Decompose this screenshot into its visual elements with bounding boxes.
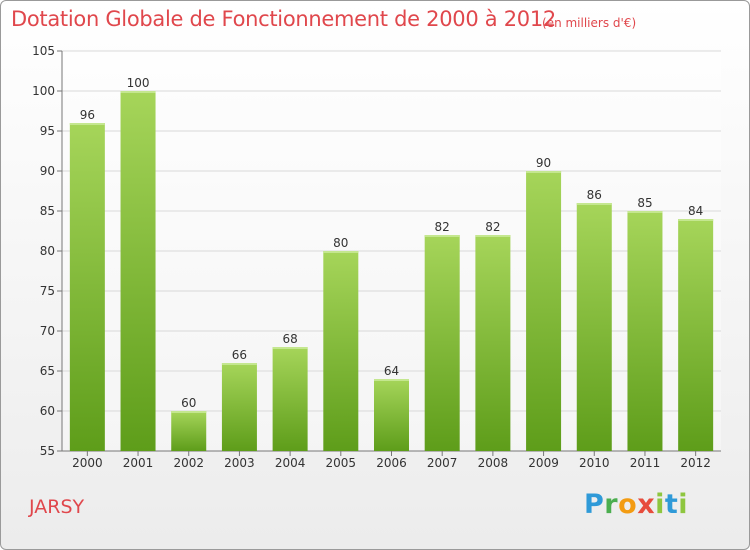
x-tick-label: 2009 — [528, 456, 559, 470]
commune-name: JARSY — [29, 496, 85, 518]
data-label: 82 — [485, 220, 500, 234]
data-label: 64 — [384, 364, 399, 378]
x-tick-label: 2002 — [173, 456, 204, 470]
data-label: 90 — [536, 156, 551, 170]
bar-2002 — [171, 411, 207, 451]
data-label: 68 — [282, 332, 297, 346]
y-tick-label: 100 — [32, 84, 55, 98]
bar-top-highlight — [120, 91, 156, 93]
bar-2006 — [374, 379, 409, 451]
bar-top-highlight — [526, 171, 562, 173]
x-tick-label: 2007 — [427, 456, 458, 470]
x-tick-label: 2003 — [224, 456, 255, 470]
bar-top-highlight — [374, 379, 409, 381]
data-label: 96 — [80, 108, 95, 122]
bar-2009 — [526, 171, 562, 451]
x-tick-label: 2012 — [680, 456, 711, 470]
x-tick-label: 2008 — [478, 456, 509, 470]
logo-letter: t — [664, 489, 679, 520]
chart-title: Dotation Globale de Fonctionnement de 20… — [11, 7, 556, 31]
x-tick-label: 2005 — [326, 456, 357, 470]
x-tick-label: 2011 — [630, 456, 661, 470]
y-tick-label: 90 — [40, 164, 55, 178]
logo-letter: i — [678, 489, 689, 520]
bar-top-highlight — [424, 235, 460, 237]
data-label: 86 — [587, 188, 602, 202]
bar-top-highlight — [678, 219, 714, 221]
labels: 2000 96 2001 100 2002 60 2003 66 2004 68 2005 80 200… — [72, 76, 711, 470]
y-tick-label: 105 — [32, 44, 55, 58]
logo-letter: x — [637, 489, 656, 520]
bar-top-highlight — [323, 251, 359, 253]
y-tick-label: 85 — [40, 204, 55, 218]
y-tick-label: 55 — [40, 444, 55, 458]
data-label: 82 — [435, 220, 450, 234]
x-tick-label: 2006 — [376, 456, 407, 470]
bar-2005 — [323, 251, 359, 451]
bar-2001 — [120, 91, 156, 451]
data-label: 80 — [333, 236, 348, 250]
bar-2008 — [475, 235, 511, 451]
bar-2004 — [272, 347, 308, 451]
bar-top-highlight — [576, 203, 612, 205]
x-tick-label: 2004 — [275, 456, 306, 470]
x-tick-label: 2010 — [579, 456, 610, 470]
data-label: 85 — [637, 196, 652, 210]
y-tick-label: 95 — [40, 124, 55, 138]
bar-2003 — [221, 363, 257, 451]
bar-2000 — [69, 123, 105, 451]
bars — [69, 91, 714, 451]
y-tick-label: 60 — [40, 404, 55, 418]
data-label: 66 — [232, 348, 247, 362]
logo-letter: o — [618, 489, 638, 520]
data-label: 60 — [181, 396, 196, 410]
bar-2010 — [576, 203, 612, 451]
x-tick-label: 2001 — [123, 456, 154, 470]
y-tick-label: 75 — [40, 284, 55, 298]
bar-2011 — [627, 211, 663, 451]
bar-top-highlight — [475, 235, 511, 237]
bar-top-highlight — [69, 123, 105, 125]
y-tick-label: 65 — [40, 364, 55, 378]
data-label: 84 — [688, 204, 703, 218]
logo-letter: r — [604, 489, 619, 520]
bar-top-highlight — [221, 363, 257, 365]
bar-top-highlight — [627, 211, 663, 213]
x-tick-label: 2000 — [72, 456, 103, 470]
bar-2012 — [678, 219, 714, 451]
bar-top-highlight — [272, 347, 308, 349]
logo-letter: i — [655, 489, 665, 520]
chart-subtitle: (en milliers d'€) — [542, 16, 637, 30]
bar-top-highlight — [171, 411, 207, 413]
bar-2007 — [424, 235, 460, 451]
y-tick-label: 70 — [40, 324, 55, 338]
logo-letter: P — [584, 489, 605, 520]
y-tick-label: 80 — [40, 244, 55, 258]
proxiti-logo: Proxiti — [584, 489, 688, 520]
data-label: 100 — [127, 76, 150, 90]
